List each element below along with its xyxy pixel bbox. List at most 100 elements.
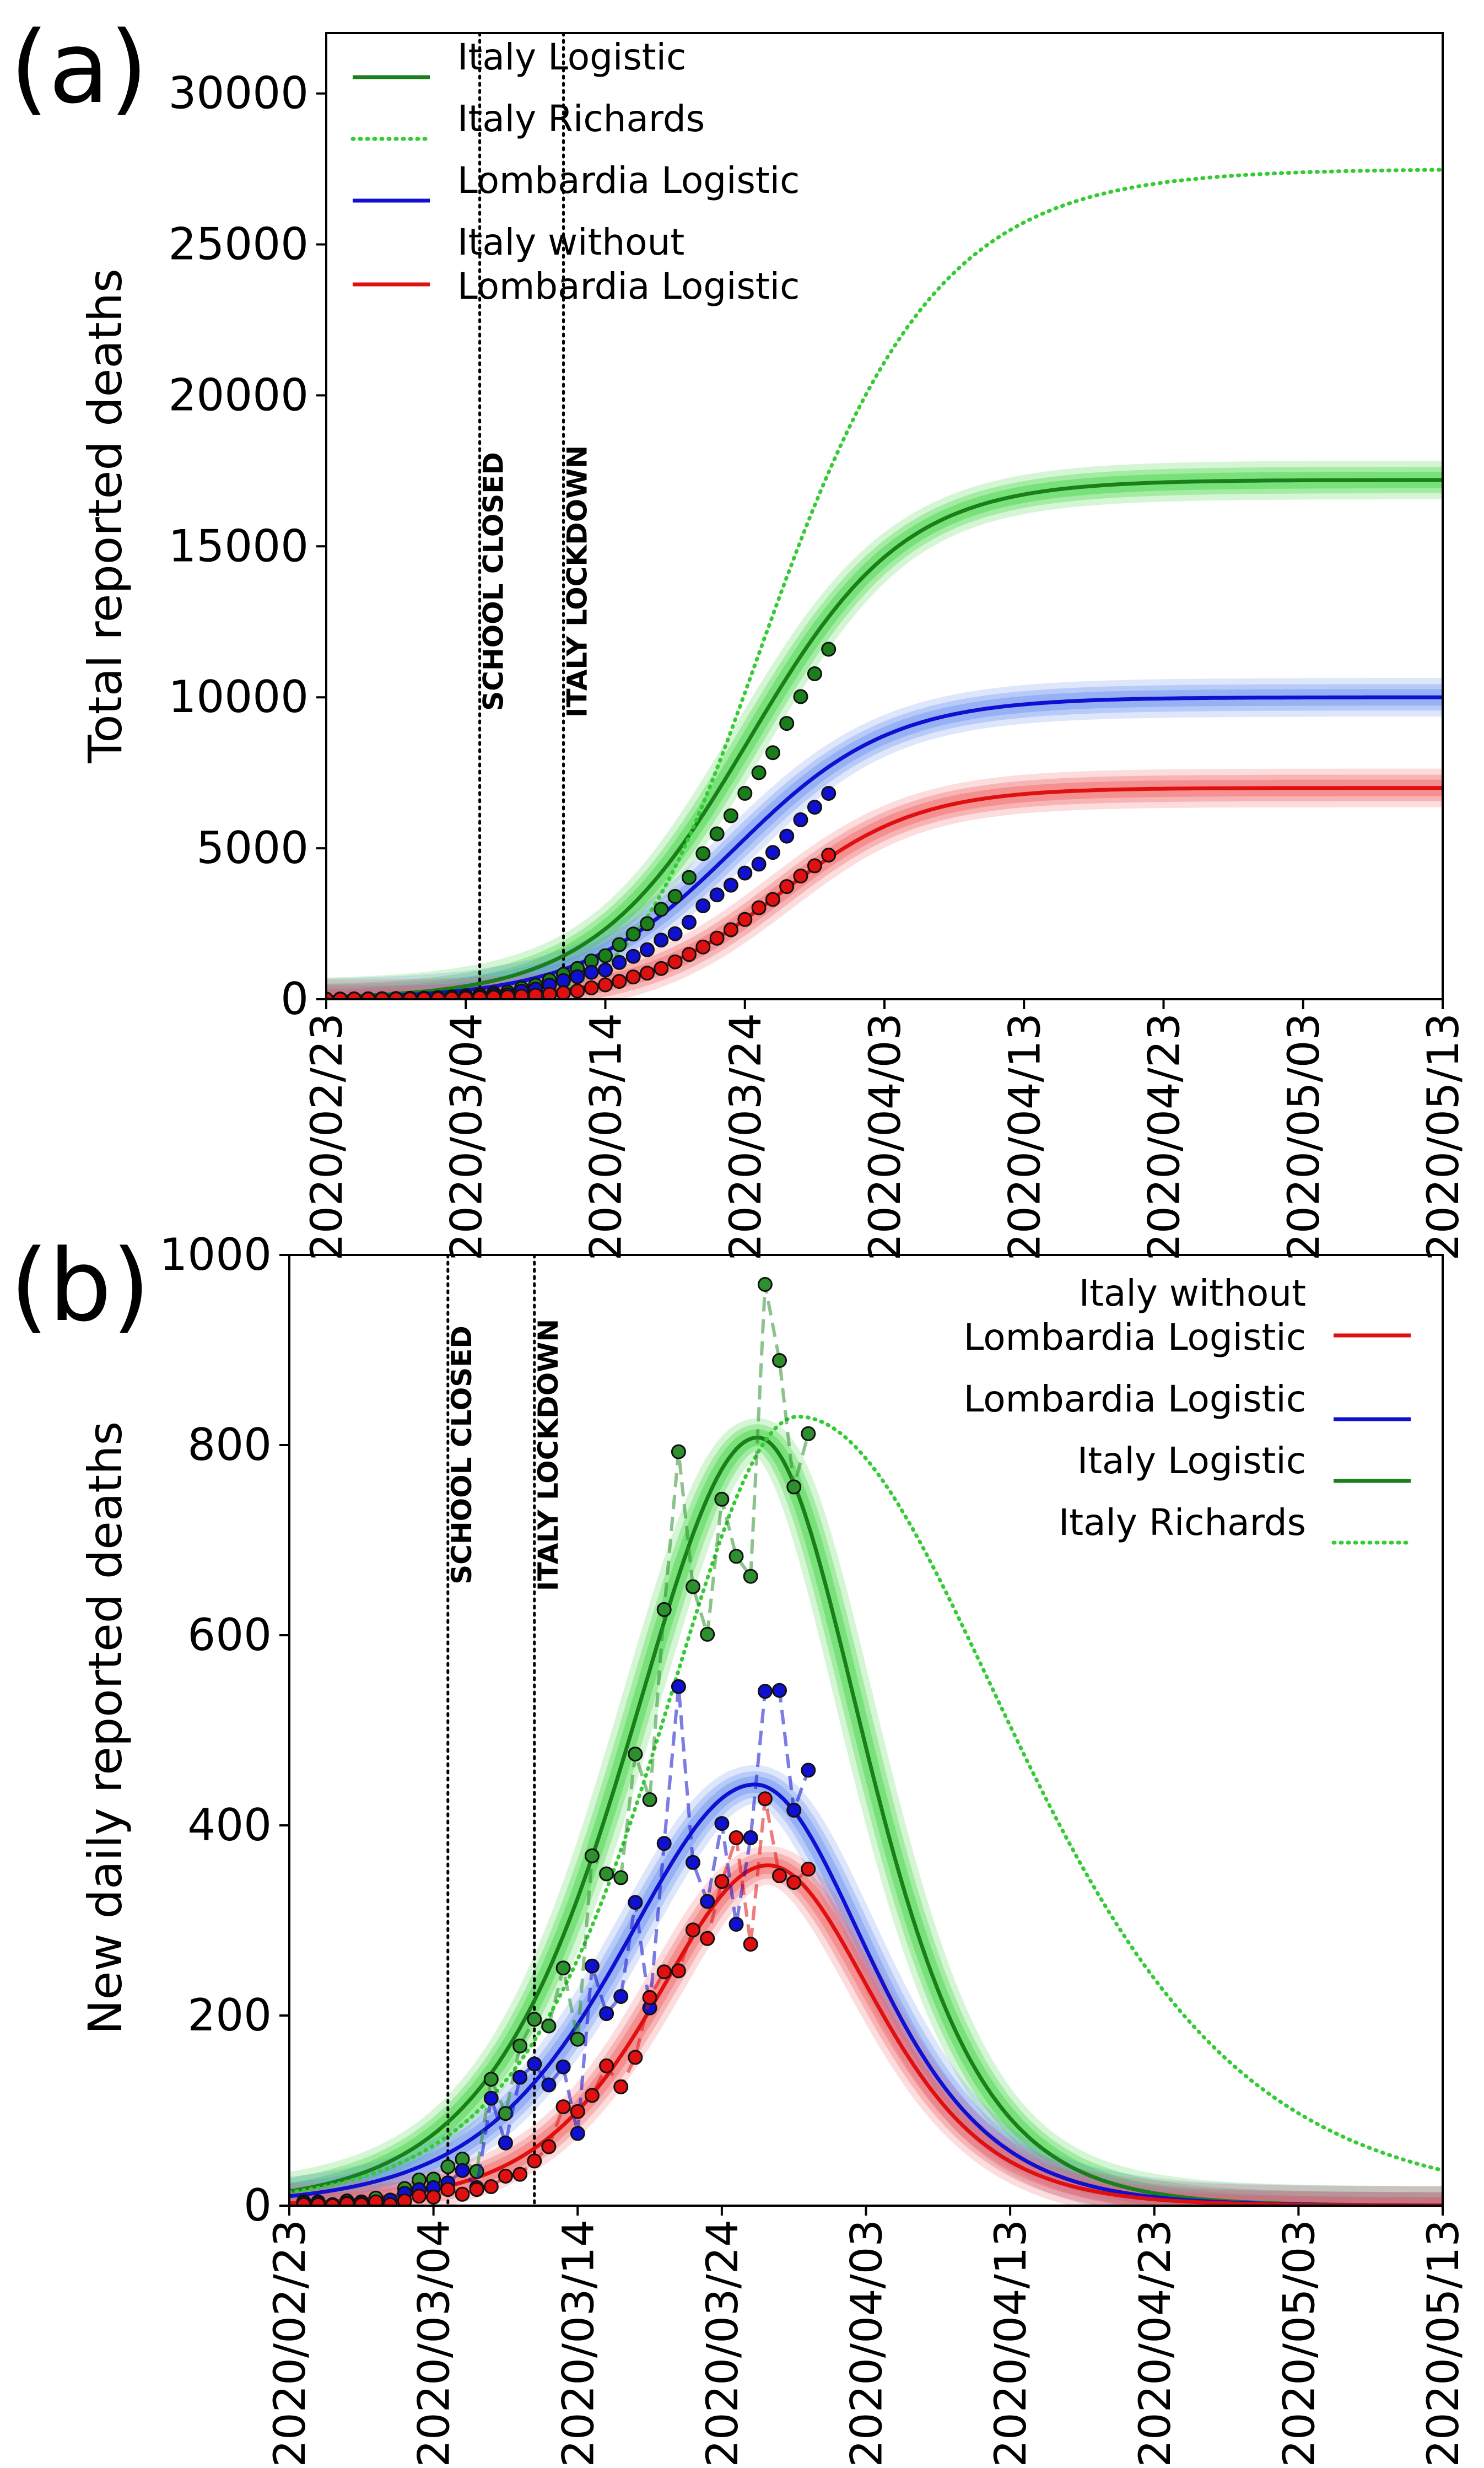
- panel-b-point-italy-without-lombardia-7: [397, 2193, 412, 2206]
- panel-b-point-lombardia-17: [541, 2077, 557, 2093]
- panel-a-legend-label-lombardia-logistic: Lombardia Logistic: [457, 159, 800, 202]
- panel-b-point-italy-24: [642, 1792, 657, 1807]
- panel-a-point-italy-without-lombardia-14: [514, 989, 529, 999]
- panel-b-point-italy-18: [555, 1960, 571, 1976]
- panel-b-point-lombardia-30: [728, 1916, 744, 1932]
- panel-a-point-lombardia-25: [667, 926, 683, 941]
- panel-a-ylabel: Total reported deaths: [78, 268, 132, 764]
- panel-a-point-lombardia-32: [765, 845, 780, 860]
- panel-b-point-italy-26: [671, 1444, 686, 1459]
- panel-a-point-italy-without-lombardia-36: [821, 848, 837, 863]
- panel-a-legend: Italy Logistic Italy Richards Lombardia Lo…: [350, 36, 800, 308]
- panel-a-xtick-label-2020-03-14: 2020/03/14: [582, 1013, 632, 1261]
- panel-b-point-italy-15: [512, 2038, 528, 2054]
- panel-a-vline-label-school-closed: SCHOOL CLOSED: [478, 452, 510, 711]
- panel-b-point-lombardia-22: [613, 1989, 629, 2004]
- panel-b-ytick-label-200: 200: [187, 1990, 272, 2041]
- panel-b-point-lombardia-32: [757, 1684, 773, 1699]
- panel-b-point-italy-without-lombardia-27: [686, 1922, 700, 1938]
- panel-b-vline-label-italy-lockdown: ITALY LOCKDOWN: [532, 1319, 564, 1591]
- panel-a-point-lombardia-17: [556, 973, 571, 988]
- panel-a-point-italy-without-lombardia-29: [723, 922, 738, 937]
- panel-a-point-italy-30: [737, 785, 753, 801]
- panel-a-ytick-label-10000: 10000: [169, 671, 309, 723]
- panel-a-xtick-label-2020-05-13: 2020/05/13: [1419, 1013, 1469, 1261]
- panel-b-legend-label-italy-logistic: Italy Logistic: [1077, 1440, 1306, 1482]
- panel-b-point-italy-without-lombardia-16: [527, 2153, 542, 2169]
- panel-b-xtick-label-2020-03-24: 2020/03/24: [698, 2219, 748, 2467]
- panel-a-point-italy-27: [695, 846, 711, 861]
- panel-a-point-lombardia-23: [640, 942, 655, 957]
- panel-b-point-italy-21: [599, 1866, 614, 1882]
- panel-a-point-italy-without-lombardia-32: [765, 892, 780, 907]
- panel-b-point-lombardia-13: [483, 2090, 499, 2106]
- panel-b-point-lombardia-33: [772, 1683, 787, 1698]
- panel-a-xtick-label-2020-04-13: 2020/04/13: [1000, 1013, 1050, 1261]
- panel-a-point-italy-26: [682, 870, 697, 885]
- panel-b-point-italy-16: [527, 2012, 542, 2027]
- panel-a-xtick-label-2020-03-04: 2020/03/04: [442, 1013, 492, 1261]
- panel-b-point-lombardia-21: [599, 2006, 614, 2022]
- panel-b-point-italy-without-lombardia-23: [628, 2050, 643, 2065]
- panel-b-vline-label-school-closed: SCHOOL CLOSED: [446, 1325, 478, 1585]
- panel-a-ytick-label-0: 0: [280, 973, 309, 1025]
- panel-b-point-italy-without-lombardia-2: [325, 2198, 340, 2206]
- panel-a: (a) SCHOOL CLOSED ITALY LOCKDOWN 0 5000 100…: [10, 10, 1469, 1261]
- panel-b-xtick-label-2020-05-03: 2020/05/03: [1275, 2219, 1324, 2467]
- panel-b-axes: 0 200 400 600 800 1000 2020/02/23 2020/03/04 202…: [159, 1229, 1469, 2467]
- panel-b-xtick-label-2020-04-03: 2020/04/03: [843, 2219, 892, 2467]
- panel-b-point-italy-without-lombardia-21: [599, 2058, 614, 2073]
- panel-b-point-lombardia-28: [700, 1894, 715, 1909]
- panel-a-point-lombardia-33: [779, 828, 795, 844]
- panel-b-point-lombardia-20: [584, 1958, 600, 1974]
- panel-a-ytick-label-30000: 30000: [169, 68, 309, 119]
- panel-b-plot-area: [289, 1255, 1443, 2206]
- panel-b-xtick-label-2020-03-04: 2020/03/04: [410, 2219, 460, 2467]
- panel-b-point-italy-23: [628, 1747, 643, 1762]
- panel-b-point-italy-35: [801, 1426, 816, 1441]
- panel-a-point-italy-24: [654, 902, 669, 917]
- panel-a-point-italy-without-lombardia-30: [737, 912, 753, 927]
- panel-a-point-lombardia-27: [695, 898, 711, 913]
- panel-b-point-italy-27: [686, 1579, 700, 1594]
- panel-a-ytick-label-20000: 20000: [169, 369, 309, 421]
- panel-b-point-italy-28: [700, 1626, 715, 1642]
- panel-b-point-italy-without-lombardia-3: [339, 2196, 355, 2206]
- panel-a-point-lombardia-30: [737, 865, 753, 881]
- panel-b-point-italy-without-lombardia-26: [671, 1963, 686, 1979]
- panel-a-point-lombardia-31: [751, 856, 767, 872]
- panel-b: (b) SCHOOL CLOSED ITALY LOCKDOWN 0 200 400 6…: [10, 1228, 1469, 2467]
- panel-a-ytick-label-25000: 25000: [169, 218, 309, 270]
- panel-b-point-italy-30: [728, 1549, 744, 1564]
- panel-b-point-lombardia-34: [786, 1802, 802, 1818]
- panel-a-event-lines: [478, 33, 565, 999]
- panel-b-observed-points: [296, 1277, 816, 2206]
- panel-b-point-italy-31: [743, 1569, 758, 1584]
- panel-a-point-lombardia-26: [682, 914, 697, 930]
- panel-a-label: (a): [10, 10, 148, 126]
- panel-a-ytick-label-5000: 5000: [196, 822, 309, 874]
- panel-b-point-italy-29: [714, 1491, 730, 1507]
- panel-a-point-lombardia-22: [625, 949, 641, 964]
- panel-b-point-italy-without-lombardia-24: [642, 1990, 657, 2005]
- panel-b-point-italy-without-lombardia-17: [541, 2139, 557, 2154]
- panel-b-point-lombardia-35: [801, 1763, 816, 1778]
- panel-a-point-italy-without-lombardia-13: [500, 989, 515, 999]
- panel-a-point-lombardia-21: [612, 955, 627, 970]
- panel-b-point-italy-10: [440, 2159, 456, 2174]
- panel-a-point-italy-32: [765, 745, 780, 761]
- panel-a-point-lombardia-19: [584, 964, 599, 980]
- panel-a-point-italy-36: [821, 642, 837, 657]
- panel-b-point-italy-without-lombardia-34: [786, 1875, 802, 1890]
- panel-b-observed-line-italy-without-lombardia: [304, 1798, 810, 2206]
- panel-b-point-italy-without-lombardia-22: [613, 2079, 629, 2094]
- panel-b-legend-label-italy-richards: Italy Richards: [1059, 1501, 1306, 1544]
- panel-b-point-lombardia-16: [527, 2056, 542, 2072]
- panel-b-point-italy-without-lombardia-15: [512, 2167, 528, 2182]
- panel-b-event-lines: [446, 1255, 536, 2206]
- panel-b-point-italy-without-lombardia-9: [426, 2190, 441, 2205]
- panel-a-point-italy-21: [612, 937, 627, 952]
- panel-a-point-italy-without-lombardia-26: [682, 947, 697, 962]
- panel-b-xtick-label-2020-04-13: 2020/04/13: [986, 2219, 1036, 2467]
- panel-b-xtick-label-2020-02-23: 2020/02/23: [266, 2219, 315, 2467]
